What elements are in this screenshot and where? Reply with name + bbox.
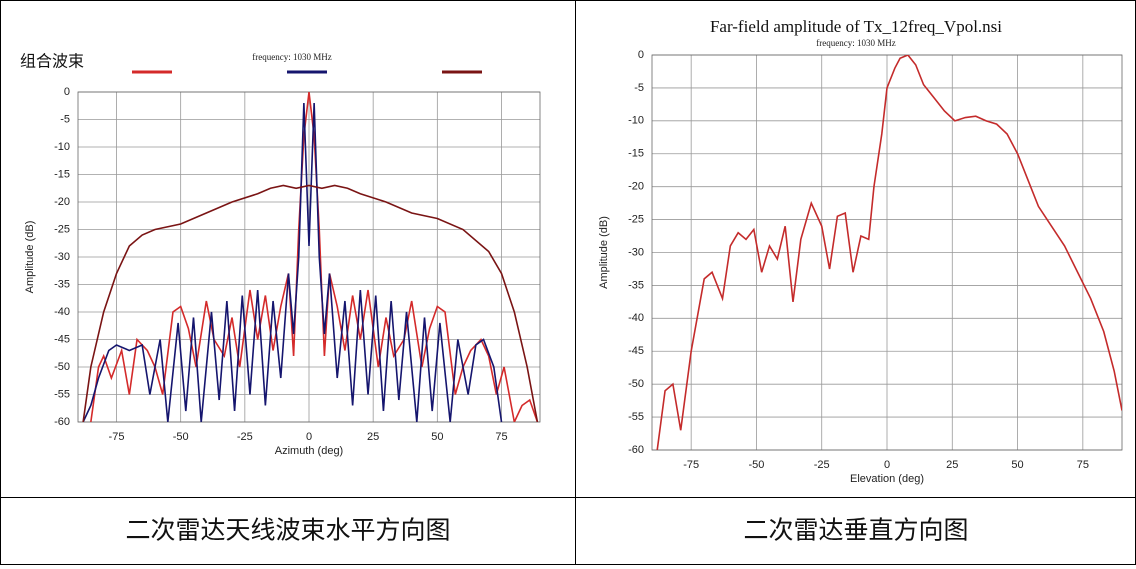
x-tick-label: 50: [431, 431, 443, 443]
y-tick-label: -30: [628, 246, 644, 258]
y-tick-label: -10: [628, 115, 644, 127]
y-tick-label: -40: [54, 306, 70, 318]
caption: 二次雷达天线波束水平方向图: [125, 516, 450, 545]
x-tick-label: -75: [683, 459, 699, 471]
x-tick-label: 75: [1077, 459, 1089, 471]
y-tick-label: -15: [54, 168, 70, 180]
y-tick-label: -50: [628, 378, 644, 390]
x-tick-label: 25: [367, 431, 379, 443]
y-tick-label: 0: [64, 86, 70, 98]
x-tick-label: -25: [237, 431, 253, 443]
y-tick-label: -15: [628, 148, 644, 160]
y-tick-label: -35: [628, 279, 644, 291]
x-tick-label: -25: [814, 459, 830, 471]
y-tick-label: -10: [54, 141, 70, 153]
x-axis-label: Azimuth (deg): [275, 445, 343, 457]
y-axis-label: Amplitude (dB): [24, 221, 36, 294]
x-tick-label: 0: [306, 431, 312, 443]
series-line: [656, 55, 1122, 450]
y-tick-label: -20: [628, 181, 644, 193]
x-tick-label: 75: [495, 431, 507, 443]
y-tick-label: -25: [628, 213, 644, 225]
y-tick-label: -60: [54, 416, 70, 428]
plot-frame: [651, 54, 1123, 451]
y-tick-label: -50: [54, 361, 70, 373]
x-tick-label: -50: [173, 431, 189, 443]
series-line: [90, 92, 539, 422]
y-tick-label: -40: [628, 312, 644, 324]
chart-title: Far-field amplitude of Tx_12freq_Vpol.ns…: [710, 17, 1002, 36]
y-tick-label: 0: [638, 49, 644, 61]
y-tick-label: -45: [628, 345, 644, 357]
y-tick-label: -45: [54, 333, 70, 345]
caption: 二次雷达垂直方向图: [743, 516, 968, 545]
x-tick-label: 50: [1011, 459, 1023, 471]
y-tick-label: -35: [54, 278, 70, 290]
chart-subtitle: frequency: 1030 MHz: [252, 52, 331, 62]
y-tick-label: -55: [54, 388, 70, 400]
x-tick-label: 25: [946, 459, 958, 471]
y-tick-label: -20: [54, 196, 70, 208]
chart-title: 组合波束: [20, 52, 84, 71]
y-tick-label: -55: [628, 411, 644, 423]
y-tick-label: -5: [634, 82, 644, 94]
y-axis-label: Amplitude (dB): [598, 216, 610, 289]
x-tick-label: -50: [748, 459, 764, 471]
y-tick-label: -5: [60, 113, 70, 125]
series-line: [82, 184, 539, 422]
chart-subtitle: frequency: 1030 MHz: [816, 38, 895, 48]
x-tick-label: -75: [109, 431, 125, 443]
x-axis-label: Elevation (deg): [850, 473, 924, 485]
y-tick-label: -60: [628, 444, 644, 456]
series-line: [82, 102, 503, 422]
y-tick-label: -30: [54, 251, 70, 263]
y-tick-label: -25: [54, 223, 70, 235]
x-tick-label: 0: [884, 459, 890, 471]
